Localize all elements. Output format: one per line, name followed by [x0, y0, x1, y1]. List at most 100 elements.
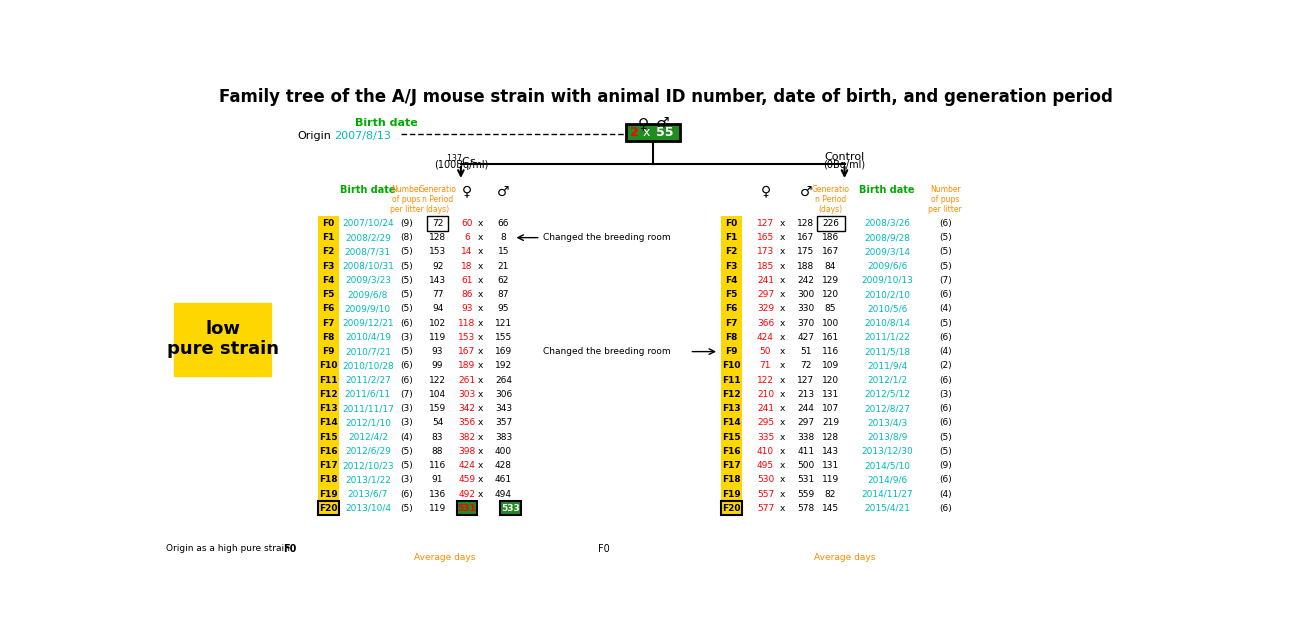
Text: 261: 261	[459, 376, 476, 384]
Text: 128: 128	[797, 219, 814, 228]
Text: 2012/8/27: 2012/8/27	[864, 404, 910, 413]
Text: 72: 72	[432, 219, 443, 228]
Text: x: x	[780, 233, 785, 242]
Text: Origin as a high pure strain: Origin as a high pure strain	[165, 543, 290, 553]
Text: (5): (5)	[400, 447, 413, 456]
Text: 2013/12/30: 2013/12/30	[861, 447, 913, 456]
Text: 398: 398	[459, 447, 476, 456]
Text: 127: 127	[797, 376, 814, 384]
Text: 6: 6	[464, 233, 471, 242]
Text: x: x	[477, 276, 482, 285]
Text: 104: 104	[429, 390, 446, 399]
Text: 173: 173	[757, 247, 773, 256]
Text: 118: 118	[459, 318, 476, 328]
Text: 241: 241	[757, 404, 773, 413]
Text: 329: 329	[757, 305, 773, 313]
Text: 14: 14	[462, 247, 473, 256]
Text: x: x	[477, 305, 482, 313]
Text: 186: 186	[822, 233, 840, 242]
Text: x: x	[477, 290, 482, 299]
Text: (6): (6)	[939, 404, 952, 413]
Text: F5: F5	[725, 290, 737, 299]
Text: x: x	[477, 376, 482, 384]
Text: 2012/5/12: 2012/5/12	[864, 390, 910, 399]
Text: 577: 577	[757, 504, 773, 513]
Text: F9: F9	[322, 347, 334, 356]
Text: 424: 424	[757, 333, 773, 342]
Bar	[720, 359, 742, 373]
Bar	[174, 303, 270, 376]
Text: (5): (5)	[939, 447, 952, 456]
Text: 8: 8	[500, 233, 507, 242]
Text: 495: 495	[757, 461, 773, 470]
Text: 2011/9/4: 2011/9/4	[867, 361, 907, 371]
Text: 559: 559	[797, 490, 814, 499]
Text: 88: 88	[432, 447, 443, 456]
Bar	[317, 430, 339, 444]
Text: 129: 129	[822, 276, 838, 285]
Bar	[720, 373, 742, 387]
Text: 2010/10/28: 2010/10/28	[342, 361, 394, 371]
Text: F16: F16	[318, 447, 338, 456]
Text: x: x	[780, 361, 785, 371]
Text: 530: 530	[757, 475, 773, 484]
Text: F1: F1	[322, 233, 334, 242]
Bar	[720, 316, 742, 330]
Text: 91: 91	[432, 475, 443, 484]
Text: F14: F14	[722, 418, 741, 427]
Text: 51: 51	[800, 347, 811, 356]
Text: 95: 95	[498, 305, 510, 313]
Text: F19: F19	[318, 490, 338, 499]
Text: F7: F7	[725, 318, 737, 328]
Text: 2009/6/8: 2009/6/8	[347, 290, 389, 299]
Text: x: x	[780, 433, 785, 441]
Text: x: x	[780, 390, 785, 399]
Text: 167: 167	[797, 233, 814, 242]
Bar	[317, 301, 339, 316]
Text: 2008/2/29: 2008/2/29	[344, 233, 391, 242]
Text: 77: 77	[432, 290, 443, 299]
Text: 2013/4/3: 2013/4/3	[867, 418, 907, 427]
Text: 119: 119	[822, 475, 840, 484]
Text: F4: F4	[322, 276, 334, 285]
Text: x: x	[477, 347, 482, 356]
Text: 92: 92	[432, 262, 443, 271]
Text: 356: 356	[459, 418, 476, 427]
Text: ♀: ♀	[462, 185, 472, 198]
Text: 120: 120	[822, 376, 838, 384]
Text: 2014/5/10: 2014/5/10	[864, 461, 910, 470]
Text: F10: F10	[722, 361, 741, 371]
Bar	[426, 216, 448, 230]
Text: 459: 459	[459, 475, 476, 484]
Text: 2011/2/27: 2011/2/27	[344, 376, 391, 384]
Text: 2007/8/13: 2007/8/13	[334, 131, 391, 141]
Text: Changed the breeding room: Changed the breeding room	[543, 233, 671, 242]
Text: 60: 60	[462, 219, 473, 228]
Bar	[816, 216, 845, 230]
Text: F0: F0	[322, 219, 334, 228]
Text: ♂: ♂	[800, 185, 812, 198]
Text: 557: 557	[757, 490, 773, 499]
Text: 338: 338	[797, 433, 814, 441]
Text: 2008/3/26: 2008/3/26	[864, 219, 910, 228]
Bar	[627, 124, 680, 141]
Text: 122: 122	[757, 376, 773, 384]
Text: (5): (5)	[400, 262, 413, 271]
Text: 297: 297	[757, 290, 773, 299]
Text: (4): (4)	[939, 305, 952, 313]
Text: (6): (6)	[400, 490, 413, 499]
Text: 306: 306	[495, 390, 512, 399]
Bar	[720, 288, 742, 301]
Text: 153: 153	[459, 333, 476, 342]
Text: F0: F0	[283, 543, 296, 553]
Text: 82: 82	[826, 490, 836, 499]
Text: ♂: ♂	[655, 116, 670, 131]
Text: F20: F20	[722, 504, 741, 513]
Text: 2011/6/11: 2011/6/11	[344, 390, 391, 399]
Text: Control: Control	[824, 153, 865, 163]
Text: Birth date: Birth date	[341, 185, 395, 195]
Text: x: x	[780, 461, 785, 470]
Text: F12: F12	[722, 390, 741, 399]
Bar	[720, 245, 742, 259]
Text: 107: 107	[822, 404, 840, 413]
